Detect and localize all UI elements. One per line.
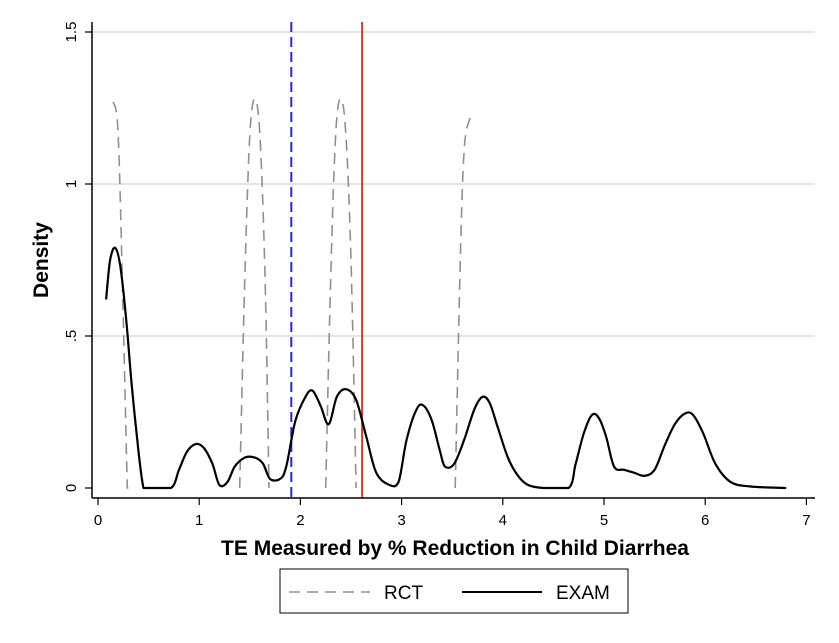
x-tick-label-6: 6 [701, 512, 709, 529]
series-group [105, 98, 787, 490]
y-tick-label-3: 1.5 [63, 22, 80, 43]
gridlines [92, 31, 815, 337]
x-tick-label-3: 3 [397, 512, 405, 529]
x-tick-label-5: 5 [600, 512, 608, 529]
y-ticks: 0 .5 1 1.5 [63, 22, 92, 492]
legend-exam-label: EXAM [556, 583, 610, 604]
x-tick-label-2: 2 [296, 512, 304, 529]
rct-density-curve-1 [238, 98, 270, 489]
x-tick-label-1: 1 [195, 512, 203, 529]
axes [91, 22, 815, 499]
legend-rct-label: RCT [384, 583, 423, 604]
y-tick-label-1: .5 [63, 330, 80, 343]
x-tick-label-0: 0 [94, 512, 102, 529]
x-tick-label-7: 7 [802, 512, 810, 529]
legend: RCT EXAM [279, 568, 629, 614]
x-axis-title: TE Measured by % Reduction in Child Diar… [221, 537, 689, 560]
x-tick-label-4: 4 [499, 512, 507, 529]
legend-box [279, 568, 629, 614]
y-tick-label-2: 1 [63, 180, 80, 188]
x-ticks: 0 1 2 3 4 5 6 7 [94, 498, 811, 529]
rct-density-curve-0 [112, 101, 129, 489]
rct-density-curve-2 [324, 98, 357, 489]
y-axis-title: Density [30, 222, 53, 298]
y-tick-label-0: 0 [63, 484, 80, 492]
exam-density-curve [105, 246, 787, 490]
